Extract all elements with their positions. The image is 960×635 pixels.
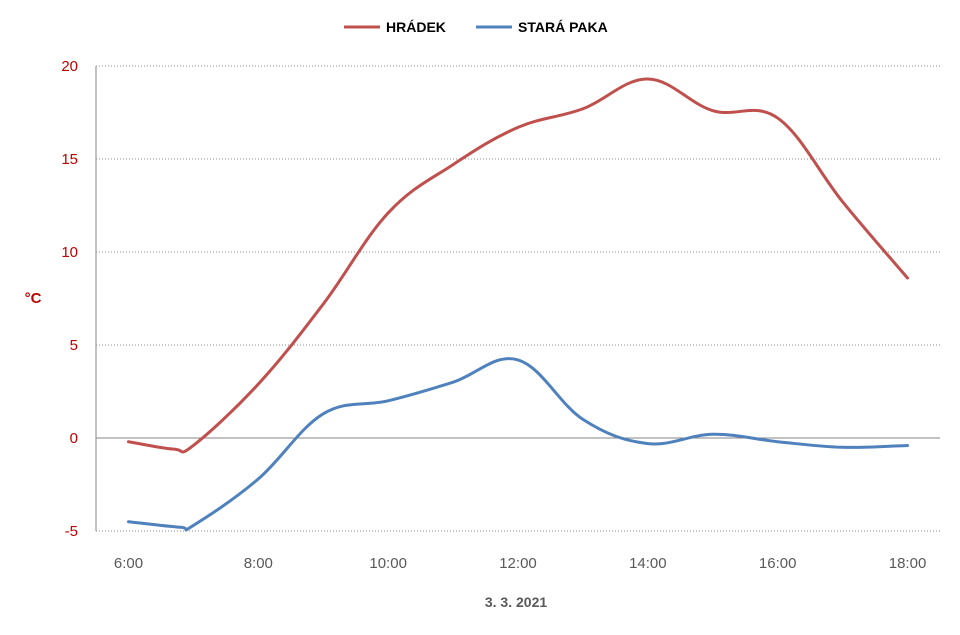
y-tick-label: 5 [70, 337, 78, 354]
x-tick-label: 18:00 [889, 555, 927, 572]
x-tick-label: 16:00 [759, 555, 797, 572]
grid-lines [96, 65, 940, 532]
y-tick-label: 20 [61, 58, 78, 75]
y-tick-label: 10 [61, 244, 78, 261]
legend-label: HRÁDEK [386, 19, 446, 35]
plot-area [95, 65, 940, 532]
x-axis-title: 3. 3. 2021 [485, 594, 547, 610]
x-tick-label: 6:00 [114, 555, 143, 572]
series-group [126, 77, 910, 532]
x-tick-label: 12:00 [499, 555, 537, 572]
x-tick-label: 8:00 [244, 555, 273, 572]
legend-label: STARÁ PAKA [518, 19, 608, 35]
y-tick-label: 0 [70, 430, 78, 447]
y-tick-label: 15 [61, 151, 78, 168]
x-tick-labels: 6:00 8:00 10:00 12:00 14:00 16:00 18:00 [114, 555, 926, 572]
x-tick-label: 10:00 [369, 555, 407, 572]
series-line-2 [126, 357, 910, 532]
y-tick-label: -5 [65, 523, 78, 540]
y-tick-labels: -5 0 5 10 15 20 [61, 58, 78, 540]
x-tick-label: 14:00 [629, 555, 667, 572]
series-line-1 [126, 77, 910, 454]
legend: HRÁDEK STARÁ PAKA [344, 19, 608, 35]
y-axis-title: °C [25, 290, 42, 307]
